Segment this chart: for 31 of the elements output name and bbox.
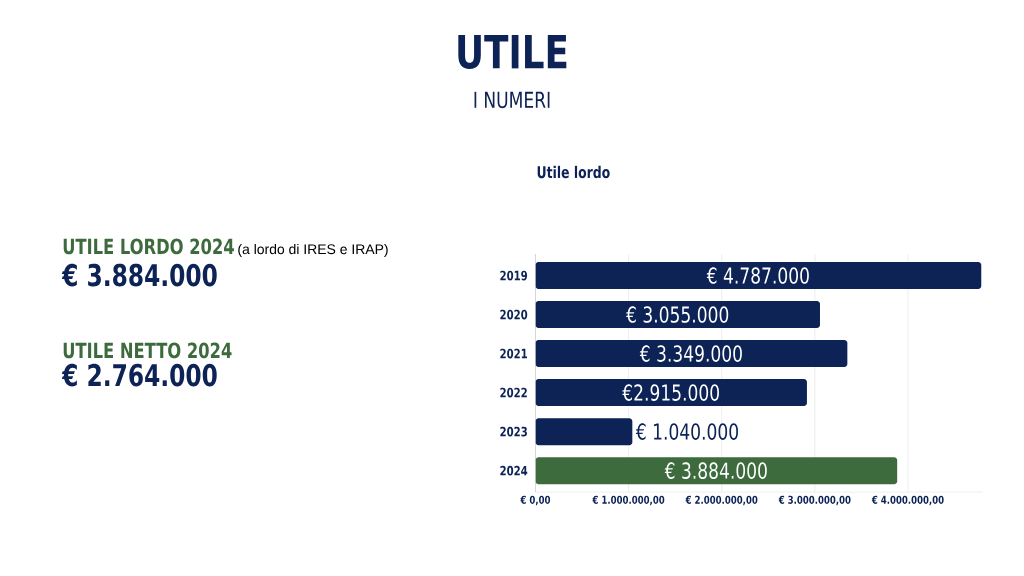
- bar: [535, 457, 898, 485]
- text: (a lordo di IRES e IRAP): [238, 243, 388, 257]
- bar: [535, 262, 982, 290]
- y-tick-label: 2024: [500, 465, 528, 476]
- bar: [535, 340, 848, 368]
- x-tick-label: € 2.000.000,00: [685, 495, 758, 506]
- text: UTILE NETTO 2024: [63, 342, 232, 359]
- y-tick-label: 2022: [500, 387, 527, 398]
- x-tick-label: € 1.000.000,00: [592, 495, 665, 506]
- y-tick-label: 2020: [500, 309, 528, 320]
- text: € 2.764.000: [61, 363, 217, 387]
- y-tick-label: 2021: [500, 348, 528, 359]
- bar: [535, 418, 633, 446]
- chart-title: UTILE: [458, 34, 567, 70]
- x-tick-label: € 4.000.000,00: [871, 495, 944, 506]
- data-label: € 3.055.000: [626, 306, 729, 323]
- data-label: € 4.787.000: [706, 267, 809, 284]
- y-tick-label: 2023: [500, 426, 527, 437]
- x-tick-label: € 3.000.000,00: [778, 495, 851, 506]
- bar: [535, 379, 807, 407]
- text: UTILE LORDO 2024: [63, 238, 234, 255]
- bar: [535, 301, 820, 329]
- y-tick-label: 2019: [500, 270, 528, 281]
- data-label: €2.915.000: [622, 384, 719, 401]
- data-label: € 1.040.000: [635, 423, 738, 440]
- data-label: € 3.884.000: [664, 462, 767, 479]
- data-label: € 3.349.000: [639, 345, 742, 362]
- chart-subtitle: I NUMERI: [474, 91, 550, 109]
- text: € 3.884.000: [61, 263, 217, 287]
- x-tick-label: € 0,00: [520, 495, 551, 506]
- text: Utile lordo: [537, 165, 610, 179]
